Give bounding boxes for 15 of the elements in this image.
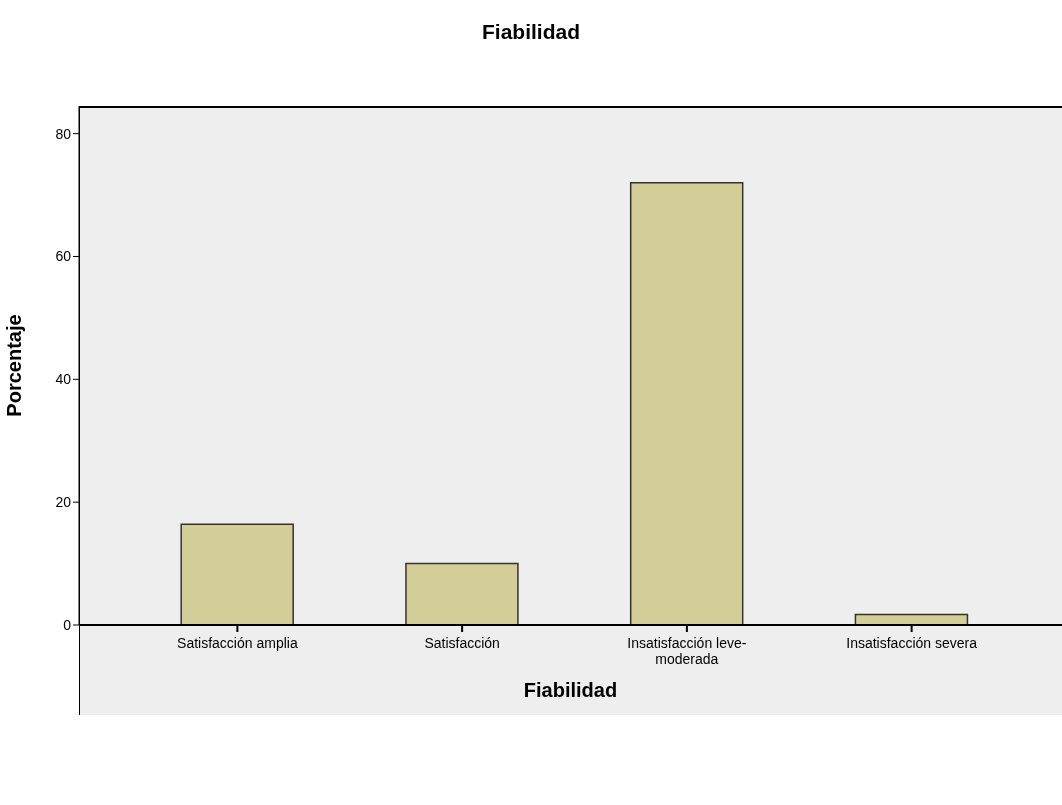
y-tick-label: 60 bbox=[55, 248, 72, 265]
x-tick-label: Insatisfacción leve-moderada bbox=[627, 635, 747, 667]
x-axis-title: Fiabilidad bbox=[523, 679, 618, 701]
bar bbox=[629, 182, 744, 625]
y-axis-title: Porcentaje bbox=[3, 314, 26, 417]
y-tick-label: 20 bbox=[55, 494, 72, 511]
y-tick-label: 40 bbox=[55, 371, 72, 388]
bar bbox=[405, 562, 519, 625]
bar bbox=[180, 523, 294, 625]
x-tick-label: Insatisfacción severa bbox=[846, 635, 978, 651]
x-tick-label: Satisfacción bbox=[424, 635, 500, 651]
y-tick-label: 80 bbox=[55, 125, 72, 142]
y-tick-label: 0 bbox=[63, 616, 72, 633]
chart-title: Fiabilidad bbox=[481, 20, 581, 44]
x-tick-label: Satisfacción amplia bbox=[177, 635, 298, 651]
